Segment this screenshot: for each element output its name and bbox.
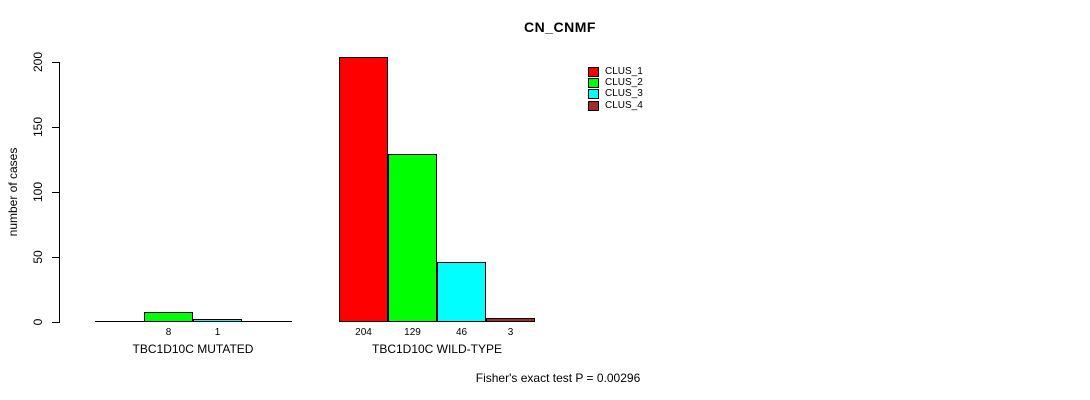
legend-label: CLUS_1: [605, 65, 643, 77]
legend-item-clus_1: CLUS_1: [588, 66, 643, 77]
legend-label: CLUS_2: [605, 76, 643, 88]
bar-count-label: 46: [455, 327, 468, 338]
y-tick-label: 0: [31, 318, 45, 326]
bar-clus_3: [437, 262, 486, 322]
bar-clus_4-zero: [242, 321, 292, 322]
legend: CLUS_1 CLUS_2 CLUS_3 CLUS_4: [588, 66, 643, 111]
y-tick: [52, 322, 60, 323]
y-tick-label: 50: [31, 250, 45, 264]
y-tick: [52, 127, 60, 128]
fisher-test-annotation: Fisher's exact test P = 0.00296: [475, 371, 641, 385]
bar-count-label: 1: [214, 327, 221, 338]
group-label-wild-type: TBC1D10C WILD-TYPE: [371, 342, 503, 356]
legend-swatch-icon: [588, 77, 599, 88]
bar-count-label: 204: [355, 327, 372, 338]
legend-label: CLUS_3: [605, 88, 643, 100]
y-tick-label: 150: [31, 116, 45, 138]
legend-swatch-icon: [588, 100, 599, 111]
y-tick: [52, 192, 60, 193]
bar-count-label: 3: [507, 327, 514, 338]
y-axis-label: number of cases: [6, 147, 20, 237]
bar-clus_2: [388, 154, 437, 322]
legend-swatch-icon: [588, 89, 599, 100]
chart-title: CN_CNMF: [524, 19, 596, 35]
y-tick: [52, 62, 60, 63]
bar-clus_4: [486, 318, 535, 322]
bar-clus_3: [193, 319, 242, 322]
bar-clus_1-zero: [95, 321, 145, 322]
y-tick-label: 200: [31, 51, 45, 73]
legend-swatch-icon: [588, 66, 599, 77]
legend-label: CLUS_4: [605, 99, 643, 111]
bar-count-label: 8: [165, 327, 172, 338]
legend-item-clus_2: CLUS_2: [588, 77, 643, 88]
legend-item-clus_4: CLUS_4: [588, 100, 643, 111]
y-tick-label: 100: [31, 181, 45, 203]
bar-count-label: 129: [404, 327, 421, 338]
legend-item-clus_3: CLUS_3: [588, 89, 643, 100]
bar-clus_2: [144, 312, 193, 322]
bar-clus_1: [339, 57, 388, 322]
y-tick: [52, 257, 60, 258]
group-label-mutated: TBC1D10C MUTATED: [132, 342, 254, 356]
